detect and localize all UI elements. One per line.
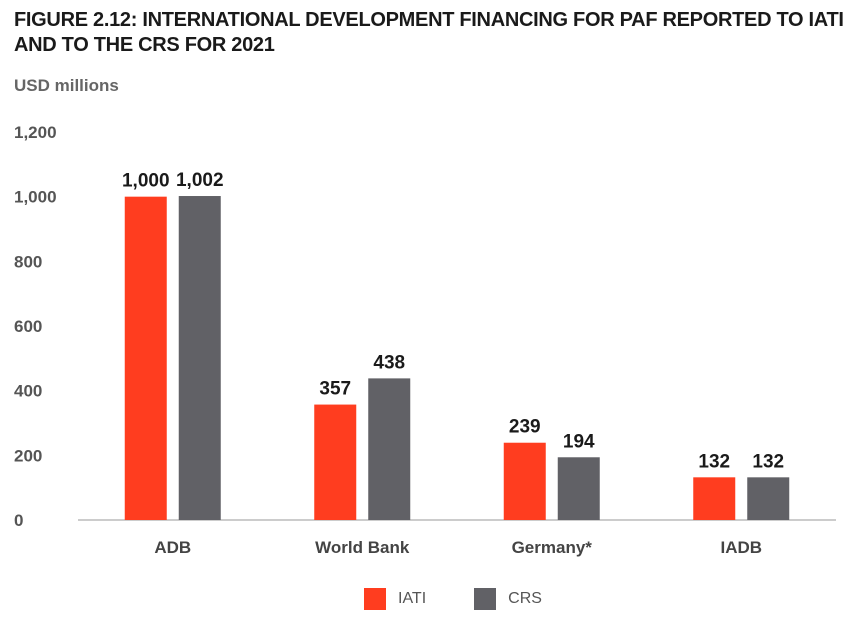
figure-title: FIGURE 2.12: INTERNATIONAL DEVELOPMENT F… [14,9,844,56]
bar-iati [503,442,546,520]
legend-item-iati: IATI [364,588,426,610]
data-label: 132 [698,451,730,472]
data-label: 194 [563,431,595,452]
legend-label-iati: IATI [398,590,427,607]
y-axis-units-label: USD millions [14,76,119,95]
x-category-label: IADB [720,538,762,557]
bar-iati [124,196,167,520]
data-label: 132 [752,451,784,472]
bar-crs [557,457,600,520]
data-label: 438 [373,352,405,373]
y-tick-label: 400 [14,382,42,401]
legend-swatch-crs [474,588,497,610]
y-tick-label: 800 [14,252,42,271]
data-label: 1,000 [122,171,170,192]
data-label: 357 [319,379,351,400]
x-category-label: World Bank [315,538,410,557]
x-category-label: Germany* [512,538,593,557]
y-tick-label: 600 [14,317,42,336]
data-label: 1,002 [176,170,224,191]
bar-crs [747,477,790,520]
y-tick-label: 1,000 [14,188,57,207]
legend: IATI CRS [364,588,590,610]
bar-iati [693,477,736,520]
legend-label-crs: CRS [508,590,542,607]
bar-crs [368,378,411,520]
data-label: 239 [509,417,541,438]
y-tick-label: 1,200 [14,123,57,142]
y-tick-label: 200 [14,446,42,465]
legend-item-crs: CRS [474,588,542,610]
bar-iati [314,404,357,520]
x-category-label: ADB [154,538,191,557]
y-tick-label: 0 [14,511,23,530]
bar-crs [178,196,221,520]
legend-swatch-iati [364,588,386,610]
